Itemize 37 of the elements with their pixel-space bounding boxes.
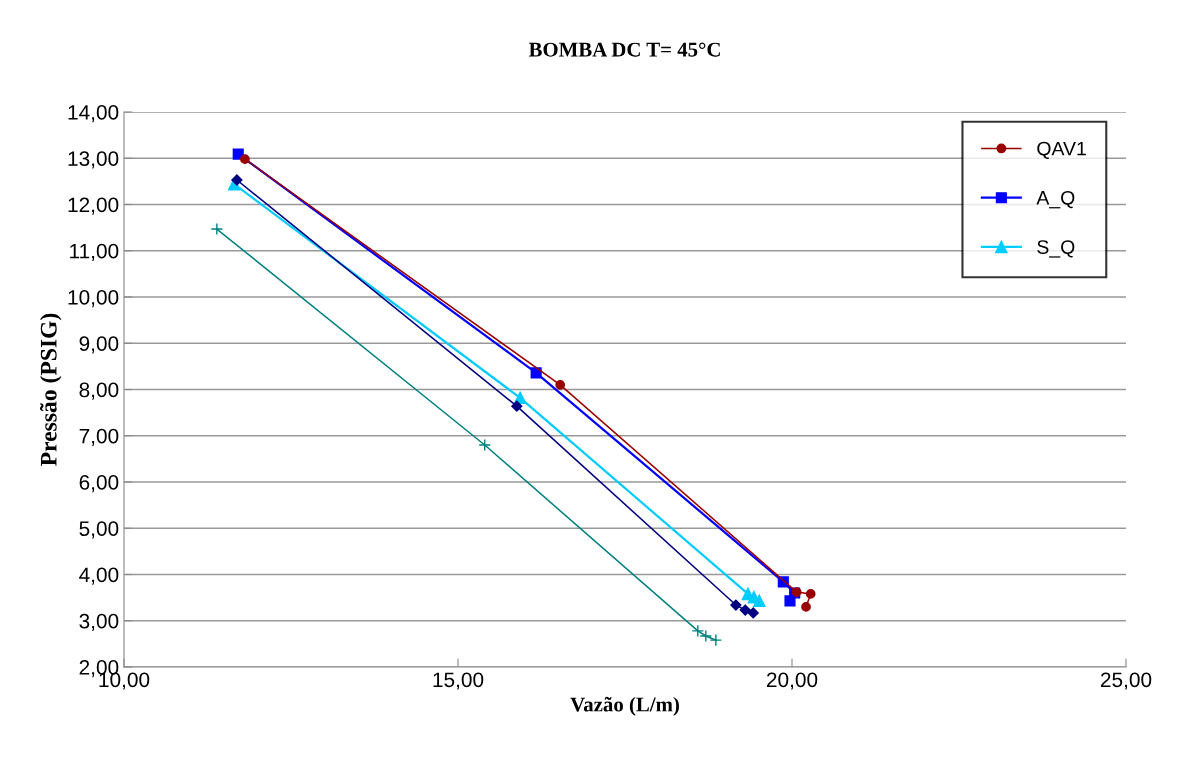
y-axis-title: Pressão (PSIG) [40, 313, 62, 466]
legend-label: QAV1 [1037, 141, 1086, 159]
x-tick-label: 15,00 [433, 672, 484, 690]
point [478, 438, 491, 452]
legend-label: S_Q [1037, 240, 1075, 258]
y-tick-label: 7,00 [79, 428, 119, 446]
y-tick-label: 13,00 [68, 151, 119, 169]
x-axis-title: Vazão (L/m) [570, 696, 679, 716]
y-tick-label: 6,00 [79, 475, 119, 493]
point [801, 602, 811, 612]
y-tick-label: 10,00 [68, 290, 119, 308]
legend-label: A_Q [1036, 190, 1075, 209]
x-tick-label: 20,00 [766, 672, 818, 690]
point [747, 607, 759, 619]
point [709, 633, 723, 647]
point [511, 400, 523, 412]
y-tick-label: 14,00 [68, 105, 119, 123]
point [555, 380, 566, 390]
y-tick-label: 11,00 [70, 243, 119, 261]
y-tick-label: 12,00 [68, 197, 119, 215]
point [730, 599, 742, 611]
point [699, 629, 713, 643]
point [210, 222, 224, 236]
point [805, 589, 816, 599]
y-tick-label: 8,00 [79, 382, 119, 400]
y-tick-label: 9,00 [79, 336, 119, 354]
point [784, 595, 796, 607]
y-tick-label: 5,00 [79, 521, 119, 539]
point [739, 604, 751, 616]
point [691, 624, 705, 638]
y-tick-label: 3,00 [79, 613, 119, 631]
y-tick-label: 4,00 [79, 567, 119, 585]
x-tick-label: 25,00 [1100, 672, 1152, 690]
point [240, 154, 250, 165]
point [231, 174, 243, 186]
chart-title: BOMBA DC T= 45°C [528, 42, 720, 57]
point [753, 594, 766, 608]
